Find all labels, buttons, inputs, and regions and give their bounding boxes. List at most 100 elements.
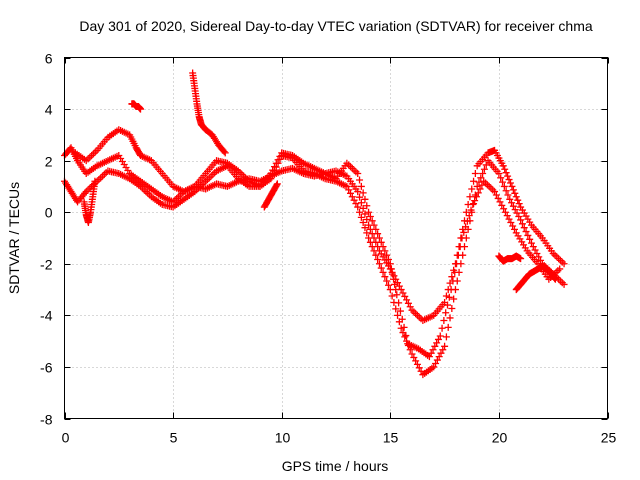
y-tick-label: -2 xyxy=(40,257,53,273)
data-point xyxy=(466,193,474,201)
data-point xyxy=(392,305,400,313)
data-point xyxy=(356,176,364,184)
data-point xyxy=(495,170,503,178)
x-tick-label: 20 xyxy=(492,430,508,446)
data-point xyxy=(363,229,371,237)
data-point xyxy=(359,219,367,227)
x-tick-label: 0 xyxy=(62,430,70,446)
data-point xyxy=(499,162,507,170)
data-point xyxy=(436,332,444,340)
series-track-i xyxy=(260,180,281,211)
data-point xyxy=(512,193,520,201)
data-point xyxy=(560,280,568,288)
data-point xyxy=(469,200,477,208)
data-point xyxy=(504,172,512,180)
data-point xyxy=(357,199,365,207)
series-track-e xyxy=(128,100,145,113)
data-point xyxy=(388,292,396,300)
data-point xyxy=(365,234,373,242)
data-point xyxy=(442,333,450,341)
data-point xyxy=(476,185,484,193)
data-point xyxy=(458,234,466,242)
data-point xyxy=(463,217,471,225)
series-track-g xyxy=(495,252,525,265)
data-point xyxy=(450,295,458,303)
data-point xyxy=(515,200,523,208)
data-point xyxy=(372,251,380,259)
data-point xyxy=(357,182,365,190)
data-point xyxy=(391,280,399,288)
data-point xyxy=(392,286,400,294)
data-point xyxy=(447,286,455,294)
data-point xyxy=(366,238,374,246)
x-tick-label: 15 xyxy=(383,430,399,446)
data-point xyxy=(375,234,383,242)
data-point xyxy=(390,275,398,283)
data-point xyxy=(443,301,451,309)
plot-frame xyxy=(64,57,608,419)
data-point xyxy=(456,243,464,251)
data-point xyxy=(354,170,362,178)
data-point xyxy=(509,186,517,194)
data-point xyxy=(273,181,281,189)
data-point xyxy=(499,178,507,186)
data-point xyxy=(383,277,391,285)
data-point xyxy=(384,255,392,263)
data-point xyxy=(220,148,228,156)
data-point xyxy=(361,210,369,218)
data-point xyxy=(91,177,99,185)
data-point xyxy=(502,169,510,177)
data-point xyxy=(511,189,519,197)
data-point xyxy=(556,265,564,273)
data-points xyxy=(61,69,568,379)
data-point xyxy=(518,220,526,228)
y-tick-label: -4 xyxy=(40,308,53,324)
data-point xyxy=(471,170,479,178)
data-point xyxy=(381,247,389,255)
y-tick-label: 0 xyxy=(45,205,53,221)
data-point xyxy=(440,317,448,325)
data-point xyxy=(361,195,369,203)
series-track-h xyxy=(512,262,559,294)
y-tick-label: 2 xyxy=(45,154,53,170)
data-point xyxy=(524,231,532,239)
data-point xyxy=(442,309,450,317)
data-point xyxy=(497,174,505,182)
data-point xyxy=(402,332,410,340)
data-point xyxy=(374,255,382,263)
data-point xyxy=(474,189,482,197)
series-track-a xyxy=(61,144,568,325)
data-point xyxy=(361,224,369,232)
data-point xyxy=(359,189,367,197)
data-point xyxy=(467,206,475,214)
axis-ticks xyxy=(64,57,609,420)
data-point xyxy=(381,273,389,281)
y-tick-label: -8 xyxy=(40,412,53,428)
y-tick-labels: -8 -6 -4 -2 0 2 4 6 xyxy=(40,51,53,428)
data-point xyxy=(398,315,406,323)
data-point xyxy=(479,170,487,178)
data-point xyxy=(514,196,522,204)
data-point xyxy=(374,230,382,238)
data-point xyxy=(526,235,534,243)
data-point xyxy=(468,185,476,193)
data-point xyxy=(221,149,229,157)
data-point xyxy=(438,324,446,332)
data-point xyxy=(505,176,513,184)
data-point xyxy=(395,299,403,307)
data-point xyxy=(517,216,525,224)
x-axis-label: GPS time / hours xyxy=(282,458,389,474)
data-point xyxy=(384,281,392,289)
data-point xyxy=(460,228,468,236)
y-axis-label: SDTVAR / TECUs xyxy=(6,182,22,294)
data-point xyxy=(386,260,394,268)
data-point xyxy=(462,223,470,231)
data-point xyxy=(365,208,373,216)
chart-title: Day 301 of 2020, Sidereal Day-to-day VTE… xyxy=(79,18,592,34)
data-point xyxy=(368,217,376,225)
data-point xyxy=(453,260,461,268)
data-point xyxy=(470,177,478,185)
data-point xyxy=(448,304,456,312)
data-point xyxy=(356,208,364,216)
